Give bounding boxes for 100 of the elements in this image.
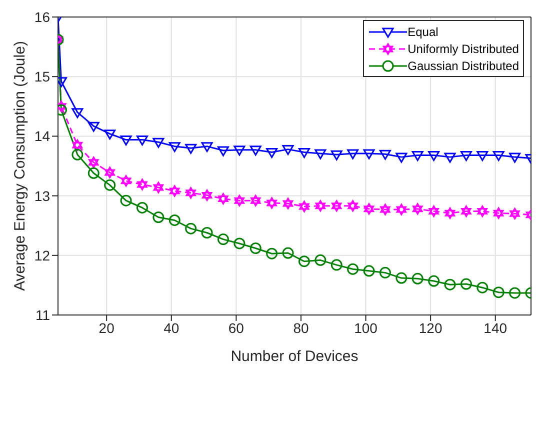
point [217,234,229,246]
point [282,198,294,210]
y-tick-label: 16 [34,8,50,25]
point [396,152,408,163]
point [509,152,521,163]
point [315,200,326,212]
point [153,182,164,194]
point [282,247,294,259]
point [332,200,342,212]
y-tick-label: 12 [34,247,50,264]
point [460,151,472,162]
point [428,206,439,218]
point [72,108,84,118]
point [330,259,342,271]
x-tick-label: 80 [293,320,309,336]
point [494,207,504,219]
x-tick-label: 60 [228,320,244,336]
point [330,150,342,160]
point [298,256,310,268]
point [217,146,229,156]
point [509,287,521,299]
point [170,185,180,197]
y-axis-title: Average Energy Consumption (Joule) [12,41,28,291]
point [363,265,375,277]
point [396,204,407,216]
y-tick-label: 14 [34,128,50,144]
x-axis-title: Number of Devices [230,348,358,365]
point [412,151,424,162]
point [201,142,213,152]
point [492,286,504,298]
x-tick-label: 140 [484,320,508,336]
point [282,145,294,156]
point [476,151,488,162]
point [234,194,245,206]
point [347,149,359,160]
point [444,278,456,290]
x-tick-label: 120 [418,320,442,336]
point [348,200,358,212]
x-tick-label: 100 [354,320,378,336]
point [136,136,148,146]
point [363,149,375,160]
point [88,167,100,179]
point [120,136,132,146]
x-tick-label: 40 [164,320,180,336]
point [266,197,277,209]
point [492,151,504,162]
point [412,272,424,284]
point [152,138,164,148]
point [88,156,99,168]
x-tick-label: 20 [98,320,115,336]
point [444,207,456,219]
y-tick-label: 11 [35,306,50,323]
point [202,189,212,201]
point [364,203,374,215]
point [250,146,262,156]
point [412,203,423,215]
point [396,272,408,284]
point [347,263,359,275]
point [314,149,326,160]
point [266,248,278,260]
point [88,122,100,132]
legend-label: Equal [408,24,438,38]
point [476,282,488,294]
point [218,193,228,205]
point [186,187,196,199]
point [168,214,180,226]
point [250,194,261,206]
legend-label: Uniformly Distributed [408,42,519,56]
point [477,206,488,218]
point [379,266,391,278]
point [201,227,213,238]
point [72,148,84,160]
point [461,206,472,218]
point [136,202,148,214]
point [250,242,262,254]
y-tick-label: 15 [34,68,50,85]
point [120,175,132,187]
point [104,179,116,191]
point [460,278,472,290]
point [234,238,246,250]
point [152,212,164,223]
point [379,150,391,160]
point [299,200,310,212]
point [185,222,197,234]
point [428,275,440,287]
point [266,148,278,158]
point [428,151,440,162]
point [104,166,115,178]
point [380,204,390,216]
point [444,152,456,163]
legend-label: Gaussian Distributed [408,58,519,72]
point [185,144,197,154]
point [234,146,246,156]
point [104,130,116,140]
point [510,208,520,220]
point [298,148,310,158]
point [137,178,148,190]
y-tick-label: 13 [34,188,50,204]
point [168,142,180,152]
point [120,194,132,206]
